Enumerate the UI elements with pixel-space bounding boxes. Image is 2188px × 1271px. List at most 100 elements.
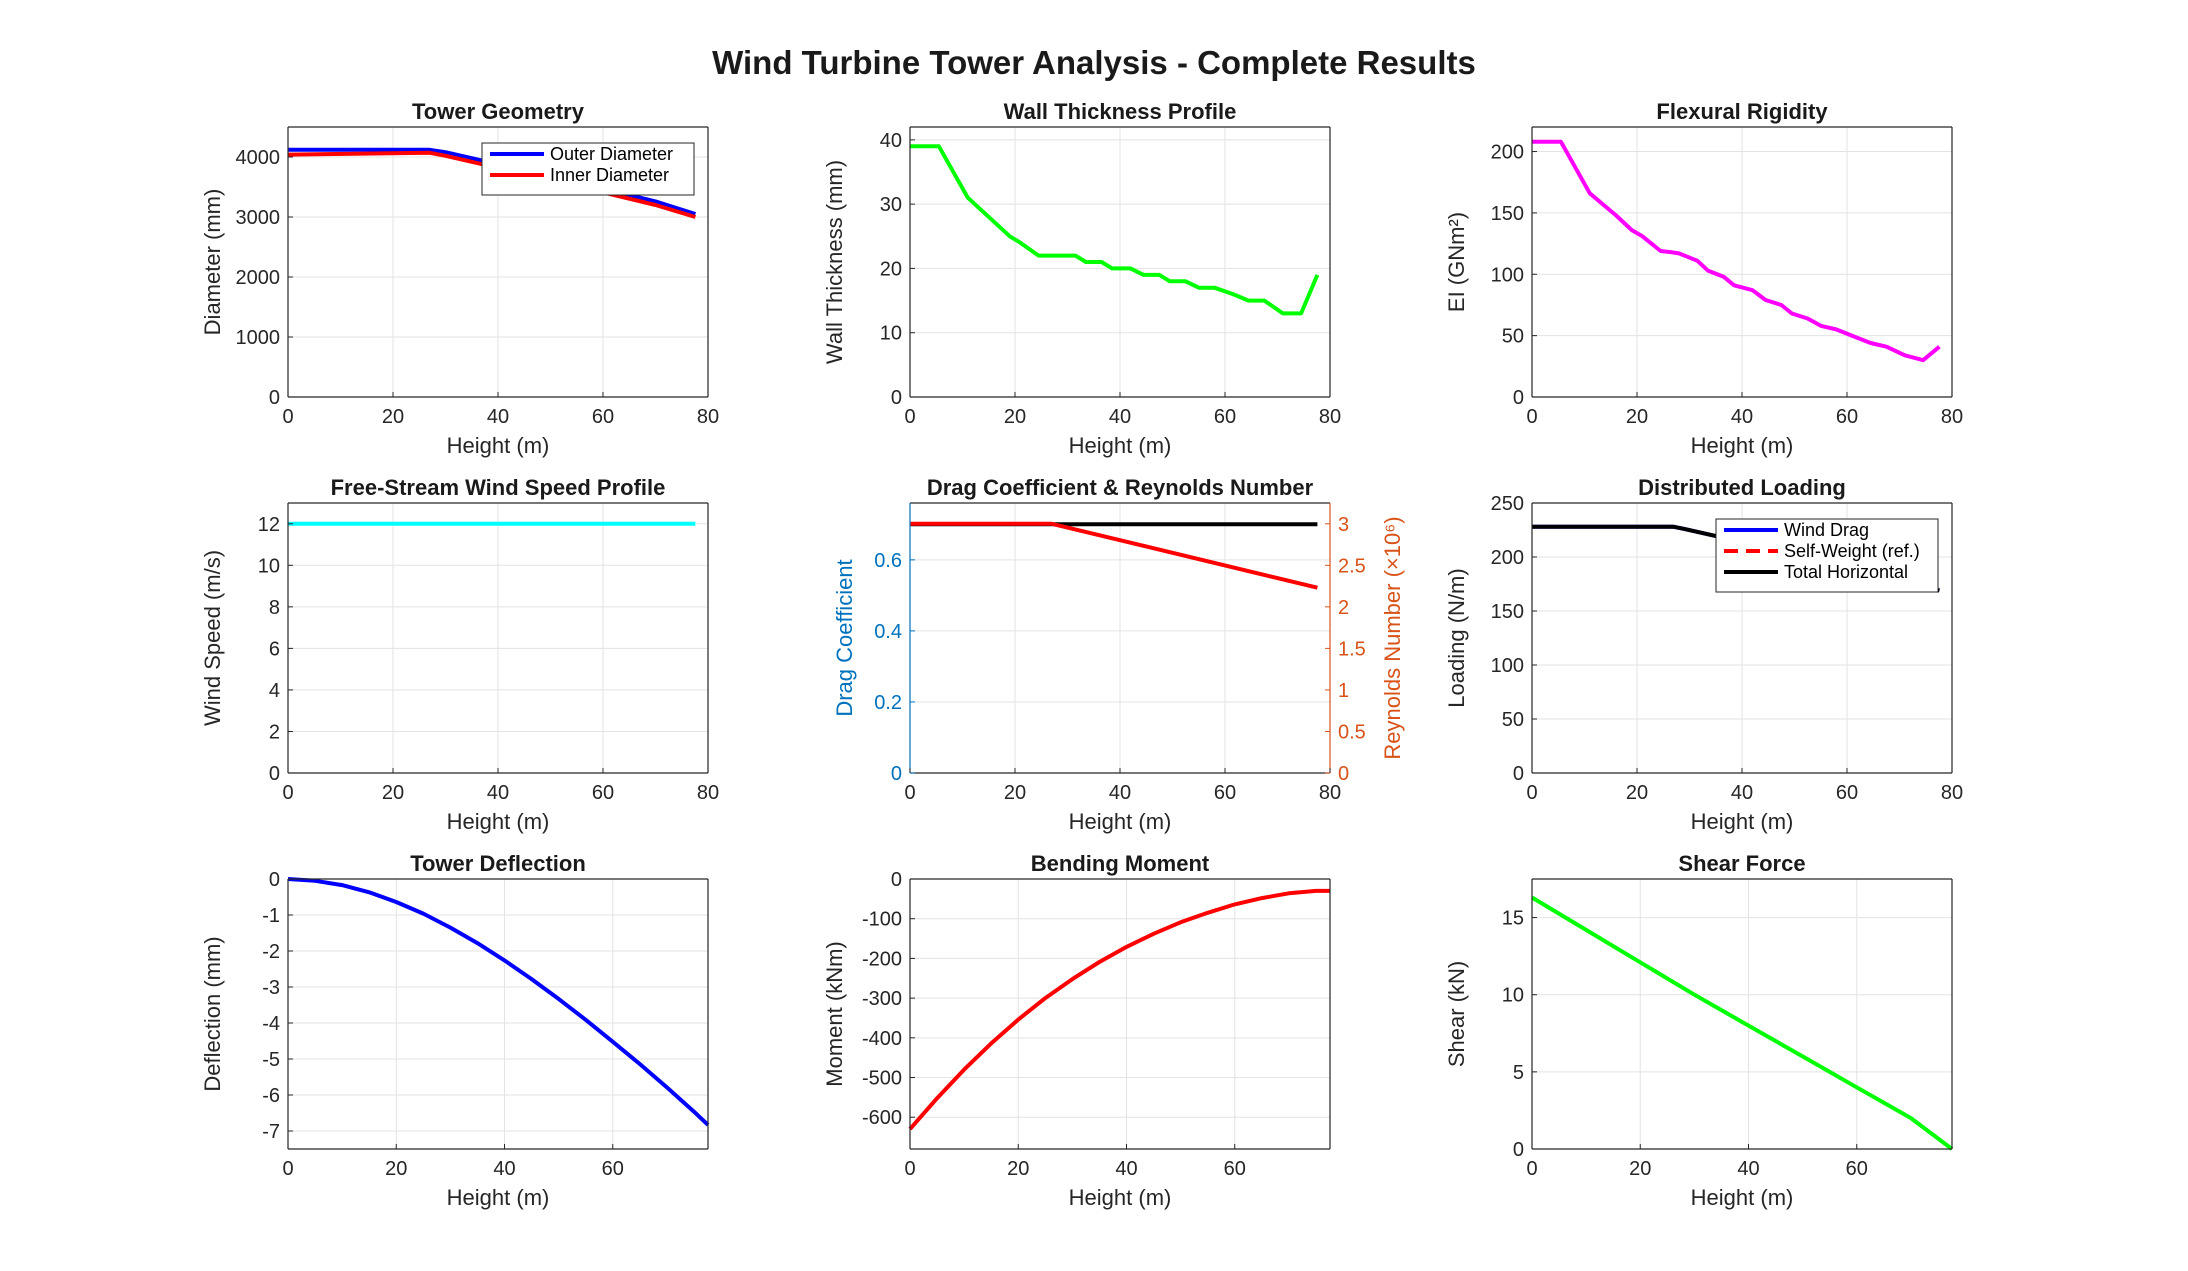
x-tick-label: 20 [1626, 406, 1648, 428]
plot-title: Distributed Loading [1638, 475, 1846, 500]
y-tick-label: 6 [269, 638, 280, 660]
y-axis-label: EI (GNm²) [1444, 212, 1469, 312]
x-tick-label: 40 [1109, 406, 1131, 428]
y-tick-label: 200 [1491, 142, 1524, 164]
y-tick-label: 8 [269, 597, 280, 619]
legend-label: Outer Diameter [550, 144, 673, 164]
x-tick-label: 0 [1526, 406, 1537, 428]
plot-windspeed: 0 20 40 60 80 0 2 4 6 8 10 12 Free-Stream Wind Speed… [200, 475, 719, 834]
legend-box [481, 142, 695, 196]
y-tick-label: 0 [891, 387, 902, 409]
y-right-tick-label: 3 [1338, 514, 1349, 536]
x-tick-label: 60 [592, 782, 614, 804]
x-tick-label: 0 [282, 1158, 293, 1180]
x-tick-label: 40 [1731, 782, 1753, 804]
y-tick-label: -400 [862, 1028, 902, 1050]
y-axis-label: Wall Thickness (mm) [822, 160, 847, 364]
x-tick-label: 0 [904, 782, 915, 804]
y-tick-label: 1000 [236, 327, 281, 349]
x-axis-label: Height (m) [1069, 433, 1172, 458]
x-tick-label: 80 [697, 406, 719, 428]
y-tick-label: 100 [1491, 264, 1524, 286]
plot-title: Drag Coefficient & Reynolds Number [927, 475, 1314, 500]
y-tick-label: -6 [262, 1085, 280, 1107]
x-tick-label: 20 [1626, 782, 1648, 804]
plot-deflection: 0 20 40 60 -7 -6 -5 -4 -3 -2 -1 0 Tower Deflection He… [200, 851, 710, 1210]
y-tick-label: 40 [880, 130, 902, 152]
x-tick-label: 80 [1319, 406, 1341, 428]
plot-shear: 0 20 40 60 0 5 10 15 Shear Force Height (m) Shear … [1444, 851, 1954, 1210]
y-tick-label: -5 [262, 1049, 280, 1071]
series-line-moment-0 [908, 888, 1330, 1131]
plot-title: Tower Geometry [412, 99, 585, 124]
y-tick-label: 30 [880, 194, 902, 216]
y-tick-label: 15 [1502, 908, 1524, 930]
x-tick-label: 40 [1115, 1158, 1137, 1180]
y-tick-label: 0.6 [874, 550, 902, 572]
x-tick-label: 80 [1941, 782, 1963, 804]
y-tick-label: 50 [1502, 326, 1524, 348]
y-axis-label: Moment (kNm) [822, 941, 847, 1086]
y-tick-label: 0 [891, 869, 902, 891]
x-tick-label: 80 [697, 782, 719, 804]
x-tick-label: 60 [1214, 406, 1236, 428]
y-tick-label: 0 [269, 387, 280, 409]
y-right-tick-label: 0 [1338, 763, 1349, 785]
y-tick-label: -1 [262, 905, 280, 927]
y-right-tick-label: 1.5 [1338, 638, 1366, 660]
plot-area [910, 879, 1330, 1149]
y-tick-label: -7 [262, 1121, 280, 1143]
y-tick-label: -600 [862, 1107, 902, 1129]
x-tick-label: 20 [382, 406, 404, 428]
x-axis-label: Height (m) [1691, 809, 1794, 834]
x-tick-label: 40 [1737, 1158, 1759, 1180]
y-tick-label: 20 [880, 258, 902, 280]
y-tick-label: 150 [1491, 203, 1524, 225]
x-tick-label: 60 [1224, 1158, 1246, 1180]
plot-title: Shear Force [1678, 851, 1805, 876]
y-tick-label: -500 [862, 1068, 902, 1090]
y-tick-label: -300 [862, 988, 902, 1010]
x-tick-label: 0 [1526, 782, 1537, 804]
x-tick-label: 60 [1214, 782, 1236, 804]
series-line-shear-0 [1530, 895, 1954, 1151]
y-tick-label: 100 [1491, 655, 1524, 677]
y-axis-label: Loading (N/m) [1444, 568, 1469, 707]
y-tick-label: 2000 [236, 267, 281, 289]
x-tick-label: 20 [1629, 1158, 1651, 1180]
y-right-tick-label: 2.5 [1338, 555, 1366, 577]
y-tick-label: -2 [262, 941, 280, 963]
y-tick-label: 10 [880, 323, 902, 345]
y-tick-label: 150 [1491, 601, 1524, 623]
y-right-tick-label: 0.5 [1338, 721, 1366, 743]
x-tick-label: 80 [1319, 782, 1341, 804]
y-tick-label: 3000 [236, 207, 281, 229]
legend-label: Total Horizontal [1784, 562, 1908, 582]
y-axis-label: Wind Speed (m/s) [200, 550, 225, 726]
x-tick-label: 60 [592, 406, 614, 428]
x-tick-label: 60 [1846, 1158, 1868, 1180]
x-tick-label: 60 [1836, 406, 1858, 428]
y-tick-label: -100 [862, 909, 902, 931]
plot-title: Tower Deflection [410, 851, 586, 876]
x-tick-label: 20 [382, 782, 404, 804]
plot-thickness: 0 20 40 60 80 0 10 20 30 40 Wall Thickness Profile… [822, 99, 1341, 458]
y-tick-label: 4000 [236, 147, 281, 169]
x-tick-label: 20 [1007, 1158, 1029, 1180]
series-line-drag-1 [910, 521, 1318, 590]
plot-area [288, 879, 708, 1149]
x-tick-label: 0 [904, 1158, 915, 1180]
x-axis-label: Height (m) [1069, 1185, 1172, 1210]
plot-title: Bending Moment [1031, 851, 1210, 876]
legend-label: Self-Weight (ref.) [1784, 541, 1920, 561]
y-axis-label: Shear (kN) [1444, 961, 1469, 1067]
x-tick-label: 40 [487, 406, 509, 428]
y-tick-label: 0 [1513, 763, 1524, 785]
series-line-thickness-0 [910, 144, 1320, 316]
y-tick-label: 12 [258, 514, 280, 536]
x-tick-label: 80 [1941, 406, 1963, 428]
x-tick-label: 40 [493, 1158, 515, 1180]
plot-area [1532, 879, 1952, 1149]
